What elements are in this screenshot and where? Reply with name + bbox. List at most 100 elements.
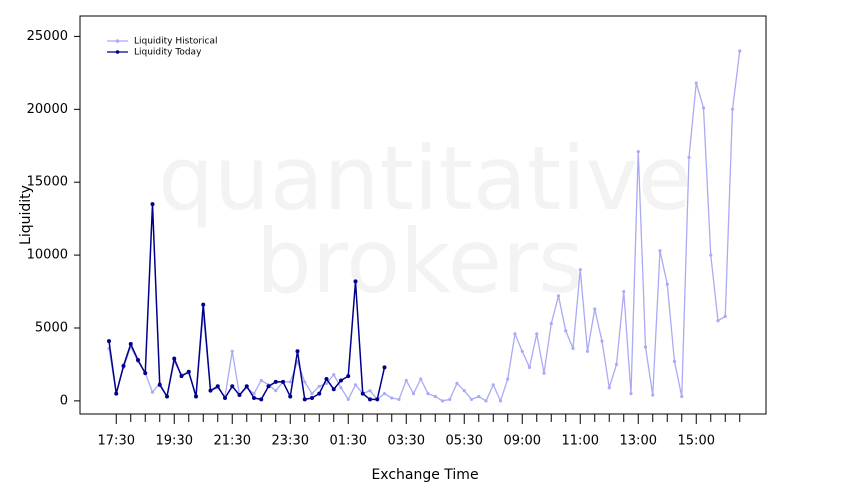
point (353, 383, 358, 387)
point (150, 202, 155, 207)
point (600, 339, 604, 343)
point (716, 319, 720, 323)
point (549, 322, 553, 326)
y-tick-label: 0 (60, 393, 68, 408)
point (150, 390, 155, 394)
point (411, 391, 416, 396)
point (136, 358, 140, 363)
point (419, 377, 423, 381)
point (324, 381, 329, 385)
point (339, 378, 343, 383)
point (694, 81, 698, 85)
point (658, 249, 662, 253)
point (244, 384, 249, 389)
point (738, 49, 742, 53)
point (281, 379, 285, 384)
watermark: quantitative (158, 127, 692, 230)
point (564, 329, 568, 333)
point (273, 379, 278, 384)
point (455, 381, 459, 385)
point (614, 362, 619, 367)
y-tick-label: 10000 (27, 248, 68, 263)
point (571, 346, 575, 350)
point (651, 393, 655, 397)
y-axis-label: Liquidity (18, 185, 34, 245)
point (382, 365, 387, 370)
point (360, 391, 365, 396)
point (208, 388, 213, 393)
point (491, 383, 495, 387)
point (607, 386, 611, 390)
point (331, 387, 336, 392)
point (498, 399, 503, 403)
plot-frame (79, 15, 767, 415)
watermark: brokers (256, 210, 584, 313)
legend-label: Liquidity Today (134, 48, 202, 58)
point (687, 155, 691, 160)
point (397, 397, 401, 402)
point (477, 394, 481, 399)
point (339, 386, 343, 390)
point (303, 380, 307, 384)
point (593, 307, 597, 311)
point (665, 282, 669, 286)
point (701, 106, 706, 110)
legend-marker (115, 50, 120, 54)
x-tick-label: 05:30 (446, 434, 483, 449)
point (143, 371, 148, 376)
point (172, 356, 177, 361)
point (114, 391, 119, 396)
point (121, 363, 126, 368)
point (179, 374, 184, 379)
point (288, 394, 293, 399)
point (484, 399, 488, 403)
point (223, 395, 227, 400)
point (317, 384, 321, 388)
point (680, 394, 684, 399)
point (237, 393, 242, 398)
point (578, 268, 582, 272)
point (506, 377, 510, 381)
x-tick-label: 23:30 (272, 434, 309, 449)
point (542, 371, 546, 375)
point (157, 382, 162, 387)
point (368, 389, 372, 393)
point (636, 149, 640, 154)
legend-marker (115, 39, 120, 43)
x-axis-label: Exchange Time (371, 467, 478, 483)
point (332, 373, 336, 377)
point (709, 253, 713, 257)
x-tick-label: 21:30 (214, 434, 251, 449)
point (629, 391, 633, 396)
point (643, 345, 648, 349)
point (230, 384, 235, 389)
point (723, 314, 727, 318)
point (288, 380, 292, 384)
point (527, 365, 532, 369)
point (252, 391, 256, 396)
x-tick-label: 03:30 (388, 434, 425, 449)
point (448, 397, 452, 402)
point (215, 384, 220, 389)
point (585, 349, 590, 353)
point (462, 389, 466, 393)
x-tick-label: 09:00 (504, 434, 541, 449)
point (266, 384, 271, 389)
point (201, 302, 206, 307)
point (672, 359, 677, 364)
point (404, 378, 408, 383)
legend-label: Liquidity Historical (134, 37, 218, 47)
y-tick-label: 15000 (27, 175, 68, 190)
point (469, 397, 474, 402)
point (622, 289, 626, 294)
point (433, 394, 437, 399)
point (310, 395, 314, 400)
point (520, 349, 524, 353)
x-tick-label: 19:30 (156, 434, 193, 449)
y-tick-label: 25000 (27, 29, 68, 44)
point (259, 397, 264, 402)
x-tick-label: 01:30 (330, 434, 367, 449)
point (346, 397, 350, 402)
point (186, 369, 191, 374)
